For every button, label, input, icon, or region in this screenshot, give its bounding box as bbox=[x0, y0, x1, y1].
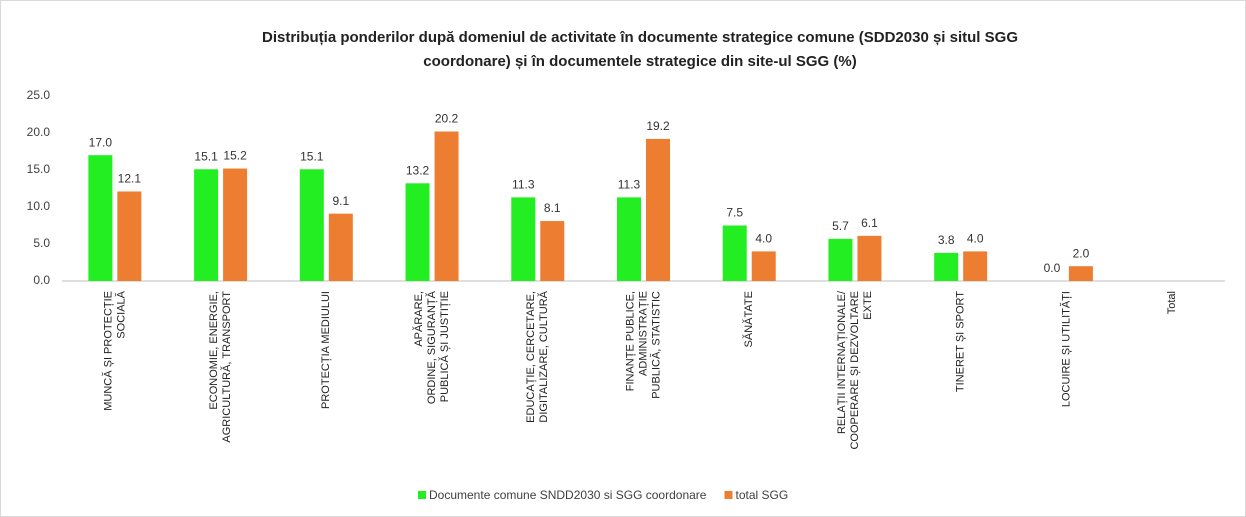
x-tick-label: COOPERARE ȘI DEZVOLTARE bbox=[849, 291, 861, 450]
x-tick-label: AGRICULTURĂ, TRANSPORT bbox=[220, 291, 233, 443]
value-label: 13.2 bbox=[406, 163, 430, 177]
value-label: 4.0 bbox=[755, 232, 772, 246]
y-tick-label: 10.0 bbox=[27, 199, 51, 213]
bar bbox=[194, 169, 219, 281]
value-label: 0.0 bbox=[1044, 261, 1061, 275]
bar bbox=[223, 168, 248, 281]
x-tick-label: MUNCĂ ȘI PROTECȚIE bbox=[101, 291, 114, 411]
bar bbox=[117, 191, 142, 281]
x-tick-label: EXTE bbox=[862, 291, 874, 320]
x-tick-label: PUBLICĂ ȘI JUSTIȚIE bbox=[438, 291, 451, 402]
bar bbox=[1068, 266, 1093, 281]
x-tick-label: APĂRARE, bbox=[412, 291, 425, 347]
value-label: 19.2 bbox=[646, 119, 670, 133]
bar bbox=[934, 252, 959, 281]
bar bbox=[722, 225, 747, 281]
y-tick-label: 15.0 bbox=[27, 162, 51, 176]
value-label: 15.1 bbox=[194, 149, 218, 163]
x-tick-label: LOCUIRE ȘI UTILITĂȚI bbox=[1059, 291, 1072, 407]
x-tick-label: DIGITALIZARE, CULTURĂ bbox=[537, 290, 550, 422]
bar bbox=[511, 197, 536, 281]
bar bbox=[857, 235, 882, 281]
value-label: 8.1 bbox=[544, 201, 561, 215]
bar bbox=[540, 221, 565, 281]
y-tick-label: 5.0 bbox=[33, 236, 50, 250]
x-tick-label: EDUCAȚIE, CERCETARE, bbox=[525, 291, 537, 423]
x-tick-label: ADMINISTRAȚIE bbox=[637, 291, 649, 376]
bar bbox=[828, 238, 853, 281]
value-label: 3.8 bbox=[938, 233, 955, 247]
bar bbox=[405, 183, 430, 281]
x-tick-label: ORDINE, SIGURANȚĂ bbox=[425, 290, 438, 404]
value-label: 7.5 bbox=[726, 206, 743, 220]
bar bbox=[617, 197, 641, 281]
value-label: 12.1 bbox=[118, 172, 142, 186]
legend-label: total SGG bbox=[735, 488, 788, 502]
value-label: 9.1 bbox=[332, 194, 349, 208]
x-tick-label: SĂNĂTATE bbox=[742, 291, 755, 347]
x-tick-label: TINERET ȘI SPORT bbox=[955, 291, 967, 392]
value-label: 17.0 bbox=[89, 135, 113, 149]
y-tick-label: 25.0 bbox=[27, 88, 51, 102]
value-label: 4.0 bbox=[967, 232, 984, 246]
value-label: 2.0 bbox=[1073, 246, 1090, 260]
bar bbox=[963, 251, 988, 281]
value-label: 15.1 bbox=[300, 149, 324, 163]
x-tick-label: SOCIALĂ bbox=[114, 290, 127, 338]
chart-title: Distribuția ponderilor după domeniul de … bbox=[262, 29, 1018, 46]
value-label: 5.7 bbox=[832, 219, 849, 233]
bar bbox=[751, 251, 776, 281]
chart-title: coordonare) și în documentele strategice… bbox=[423, 53, 856, 70]
value-label: 15.2 bbox=[223, 149, 247, 163]
bar bbox=[646, 138, 670, 281]
legend-label: Documente comune SNDD2030 si SGG coordon… bbox=[429, 488, 707, 502]
value-label: 11.3 bbox=[512, 178, 535, 192]
x-tick-label: ECONOMIE, ENERGIE, bbox=[208, 291, 220, 410]
x-tick-label: PUBLICĂ, STATISTIC bbox=[649, 291, 662, 399]
bar bbox=[299, 169, 324, 281]
x-tick-label: PROTECȚIA MEDIULUI bbox=[320, 291, 332, 409]
x-tick-label: FINANȚE PUBLICE, bbox=[624, 291, 636, 391]
value-label: 20.2 bbox=[435, 112, 459, 126]
x-tick-label: Total bbox=[1166, 291, 1178, 314]
legend-swatch bbox=[418, 491, 426, 499]
bar bbox=[434, 131, 459, 281]
bar bbox=[328, 213, 353, 281]
x-tick-label: RELAȚII INTERNAȚIONALE/ bbox=[836, 290, 848, 434]
y-tick-label: 20.0 bbox=[27, 125, 51, 139]
value-label: 6.1 bbox=[861, 216, 878, 230]
y-tick-label: 0.0 bbox=[33, 273, 50, 287]
bar bbox=[88, 155, 113, 281]
value-label: 11.3 bbox=[618, 178, 641, 192]
legend-swatch bbox=[724, 491, 733, 499]
